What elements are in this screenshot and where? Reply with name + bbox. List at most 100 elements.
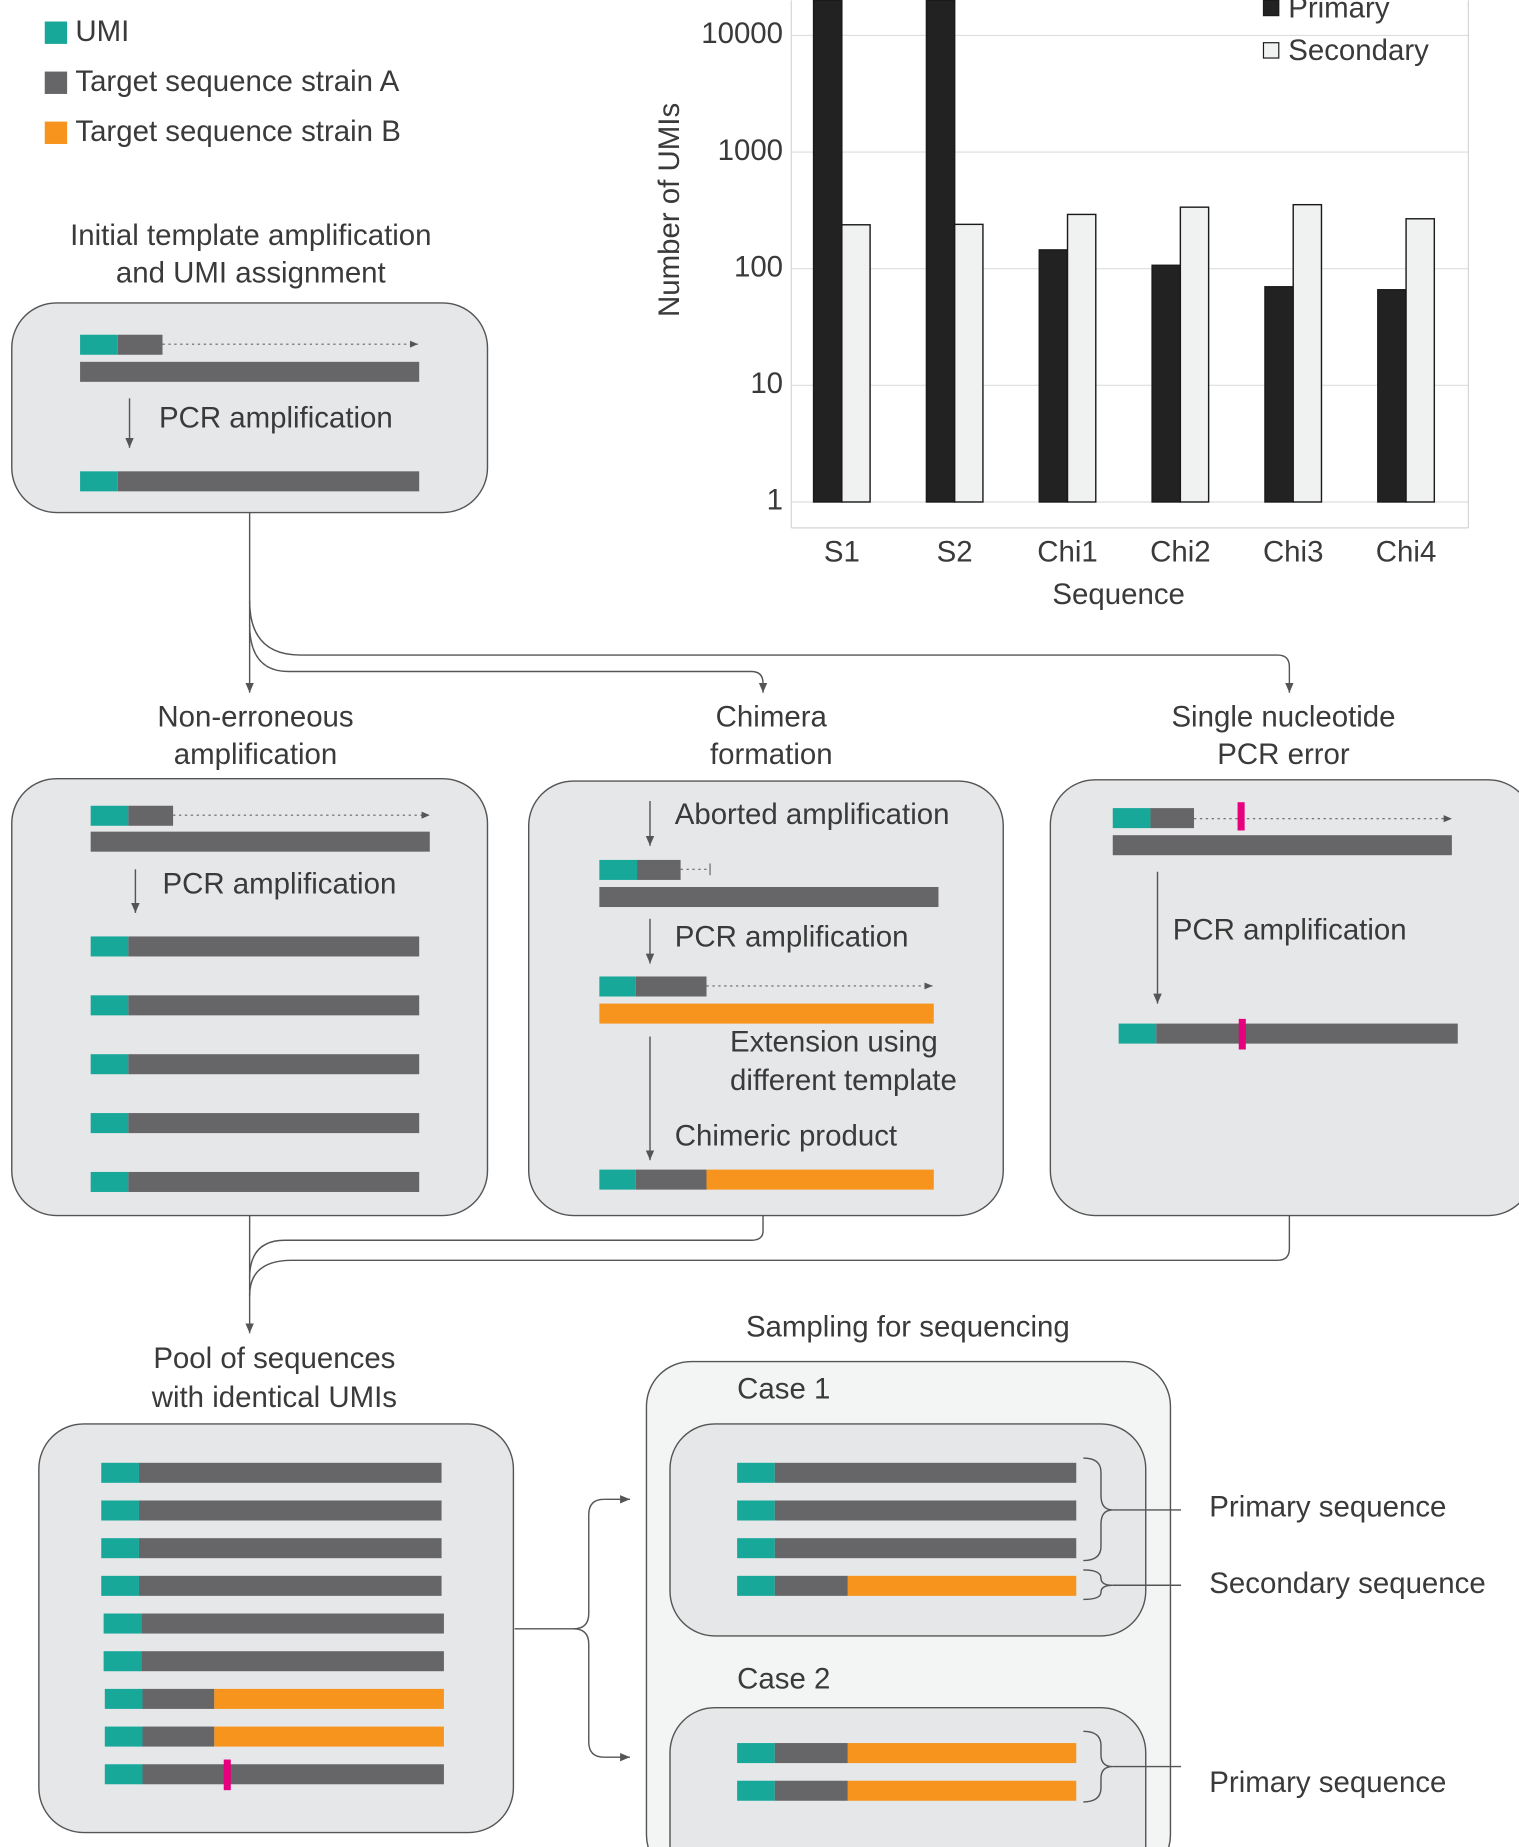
bar [925,0,956,503]
connector [248,600,1294,693]
sequence-segment [214,1688,444,1709]
sequence-segment [103,1613,142,1634]
label: Primary sequence [1209,1766,1446,1799]
label: Target sequence strain A [75,65,399,98]
sequence-segment [103,1651,142,1672]
x-tick-label: S1 [824,536,860,569]
label: Chimera [716,700,828,733]
label: Non-erroneous [157,700,353,733]
bar [1038,249,1069,503]
sequence-segment [847,1743,1077,1764]
sequence-segment [104,1688,143,1709]
label: Case 2 [737,1662,830,1695]
sequence-segment [138,1500,442,1521]
label: Chimeric product [675,1120,897,1153]
panel [1049,779,1519,1217]
sequence-segment [141,1651,444,1672]
x-tick-label: Chi4 [1376,536,1437,569]
bar [1066,213,1097,503]
label: Pool of sequences [153,1342,395,1375]
label: formation [710,738,833,771]
label: Secondary sequence [1209,1567,1485,1600]
sequence-segment [141,1613,444,1634]
y-tick-label: 1000 [718,134,783,167]
sequence-segment [101,1500,139,1521]
sequence-segment [1112,835,1452,856]
y-tick-label: 1 [767,484,783,517]
label: PCR amplification [162,868,396,901]
sequence-segment [774,1500,1077,1521]
connector [248,624,768,693]
sequence-segment [117,471,420,492]
sequence-segment [104,1726,143,1747]
sequence-segment [214,1726,444,1747]
sequence-segment [774,1575,848,1596]
sequence-segment [128,1054,420,1075]
sequence-segment [599,1003,934,1024]
label: Aborted amplification [675,798,950,831]
sequence-segment [138,1575,442,1596]
sequence-segment [90,831,430,852]
bar [1151,264,1182,503]
sequence-segment [1156,1023,1458,1044]
sequence-segment [90,936,129,957]
panel [11,302,489,514]
sequence-segment [599,886,939,908]
bar [1264,286,1294,503]
x-axis-label: Sequence [1052,578,1185,611]
bar [812,0,843,503]
bar [1377,289,1407,503]
sequence-segment [90,995,129,1016]
label: Initial template amplification [70,219,431,252]
sequence-segment [737,1500,775,1521]
sequence-segment [80,471,118,492]
panel [669,1707,1147,1847]
sequence-segment [80,361,420,382]
sequence-segment [847,1780,1077,1801]
bar [1179,206,1210,503]
x-tick-label: Chi3 [1263,536,1324,569]
legend-swatch [44,21,68,44]
label: different template [730,1064,957,1097]
sequence-segment [138,1538,442,1559]
panel [669,1423,1147,1637]
sequence-segment [90,805,129,826]
legend-label: Primary [1288,0,1390,25]
sequence-segment [599,1169,636,1190]
sequence-segment [104,1764,143,1785]
y-tick-label: 10 [750,367,783,400]
mutation [1237,802,1245,831]
bar [953,223,984,503]
sequence-segment [128,995,420,1016]
mutation [1238,1018,1246,1050]
sequence-segment [774,1462,1077,1483]
label: PCR amplification [159,401,393,434]
label: Case 1 [737,1373,830,1406]
sequence-segment [142,1726,215,1747]
bar [1405,218,1436,503]
connector [514,1498,605,1630]
y-tick-label: 100 [734,250,783,283]
sequence-segment [599,859,638,880]
bar [841,224,871,503]
label: Primary sequence [1209,1491,1446,1524]
sequence-segment [637,859,681,880]
sequence-segment [1118,1023,1157,1044]
sequence-segment [847,1575,1077,1596]
connector [248,1215,764,1278]
x-tick-label: S2 [937,536,973,569]
y-tick-label: 10000 [701,17,783,50]
label: PCR error [1217,738,1350,771]
sequence-segment [117,334,163,355]
legend-swatch [44,121,68,144]
x-tick-label: Chi1 [1037,536,1098,569]
sequence-segment [101,1575,139,1596]
sequence-segment [737,1538,775,1559]
sequence-segment [90,1171,129,1192]
label: PCR amplification [675,921,909,954]
x-tick-label: Chi2 [1150,536,1211,569]
sequence-segment [142,1764,444,1785]
label: Single nucleotide [1171,700,1395,733]
sequence-segment [1112,808,1151,829]
legend-label: Secondary [1288,34,1429,67]
